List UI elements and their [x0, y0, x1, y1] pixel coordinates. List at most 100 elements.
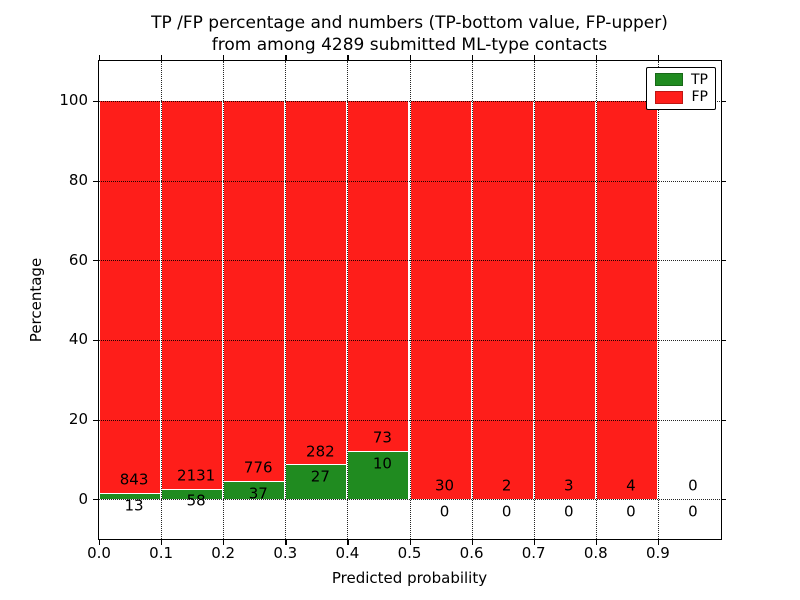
- bar-segment-fp-8: [596, 100, 657, 500]
- x-gridline: [347, 61, 349, 539]
- y-tick-label: 40: [68, 330, 88, 349]
- fp-count-label: 0: [688, 476, 698, 495]
- x-tick: [99, 539, 101, 545]
- y-tick-right: [720, 499, 726, 501]
- legend-item-tp: TP: [647, 72, 715, 88]
- x-gridline: [471, 61, 473, 539]
- x-tick-top: [285, 54, 287, 60]
- x-gridline: [161, 61, 163, 539]
- x-tick: [595, 539, 598, 545]
- bar-segment-tp-0: [100, 493, 161, 500]
- bar-segment-fp-2: [224, 100, 285, 482]
- y-tick-right: [720, 100, 726, 103]
- bar-segment-tp-1: [162, 488, 223, 500]
- x-gridline: [285, 61, 287, 539]
- chart-title-line1: TP /FP percentage and numbers (TP-bottom…: [151, 13, 668, 33]
- x-axis-label: Predicted probability: [331, 569, 488, 587]
- legend-label-tp: TP: [691, 71, 708, 88]
- x-tick: [409, 539, 411, 545]
- x-tick-top: [409, 54, 411, 60]
- chart-title: TP /FP percentage and numbers (TP-bottom…: [99, 12, 720, 56]
- y-tick: [92, 260, 98, 262]
- x-tick-label: 0.7: [521, 544, 546, 562]
- tp-count-label: 58: [186, 491, 206, 510]
- bar-segment-tp-4: [348, 451, 409, 500]
- tp-count-label: 0: [563, 502, 574, 521]
- x-tick-label: 0.1: [149, 544, 174, 562]
- y-tick: [92, 499, 98, 501]
- y-tick-right: [720, 180, 726, 182]
- x-tick-top: [595, 54, 598, 60]
- x-tick: [285, 539, 287, 545]
- bar-segment-fp-5: [410, 100, 471, 500]
- x-tick: [533, 539, 535, 545]
- fp-count-label: 2131: [177, 466, 216, 485]
- x-tick-label: 0.3: [273, 544, 298, 562]
- y-tick: [92, 180, 98, 182]
- x-tick-top: [657, 54, 660, 60]
- bar-segment-fp-3: [286, 100, 347, 465]
- fp-color-swatch: [655, 90, 683, 104]
- x-tick: [223, 539, 225, 545]
- x-gridline: [595, 61, 597, 539]
- y-tick: [92, 100, 98, 103]
- x-tick-label: 0.5: [397, 544, 422, 562]
- y-tick-right: [720, 339, 726, 342]
- x-tick-top: [99, 54, 101, 60]
- bar-segment-fp-0: [100, 100, 161, 494]
- fp-count-label: 30: [435, 476, 455, 495]
- tp-count-label: 37: [248, 484, 268, 503]
- fp-count-label: 282: [306, 442, 335, 461]
- tp-count-label: 27: [310, 467, 330, 486]
- x-tick-top: [471, 54, 473, 60]
- x-tick: [347, 539, 349, 545]
- x-tick: [657, 539, 660, 545]
- y-tick-label: 0: [78, 489, 88, 508]
- x-tick-top: [533, 54, 535, 60]
- bar-segment-fp-4: [348, 100, 409, 452]
- tp-color-swatch: [655, 73, 683, 87]
- tp-count-label: 0: [439, 502, 450, 521]
- tp-count-label: 10: [372, 454, 392, 473]
- bar-segment-fp-7: [534, 100, 595, 500]
- x-tick-label: 0.8: [583, 544, 608, 562]
- x-tick-label: 0.0: [87, 544, 111, 562]
- bar-segment-tp-2: [224, 481, 285, 500]
- x-tick-label: 0.6: [459, 544, 484, 562]
- fp-count-label: 776: [243, 458, 273, 477]
- x-tick-label: 0.4: [335, 544, 360, 562]
- fp-count-label: 843: [119, 470, 149, 489]
- y-tick-label: 60: [68, 250, 88, 269]
- y-axis-label: Percentage: [27, 257, 45, 343]
- x-tick-label: 0.9: [645, 544, 670, 562]
- tp-count-label: 0: [501, 502, 512, 521]
- fp-count-label: 3: [563, 476, 574, 495]
- bar-segment-fp-6: [472, 100, 533, 500]
- fp-count-label: 4: [626, 476, 636, 495]
- tp-count-label: 13: [124, 496, 144, 515]
- y-tick-right: [720, 260, 726, 262]
- y-tick: [92, 419, 98, 421]
- bar-segment-fp-1: [162, 100, 223, 489]
- x-gridline: [223, 61, 225, 539]
- x-tick-top: [347, 54, 349, 60]
- y-tick: [92, 339, 98, 342]
- x-gridline: [409, 61, 411, 539]
- x-tick-top: [161, 54, 163, 60]
- x-gridline: [657, 61, 659, 539]
- tp-count-label: 0: [626, 502, 636, 521]
- fp-count-label: 73: [372, 428, 392, 447]
- tp-count-label: 0: [688, 502, 698, 521]
- x-tick-label: 0.2: [211, 544, 236, 562]
- x-tick: [471, 539, 473, 545]
- y-tick-label: 100: [59, 91, 88, 110]
- bar-segment-tp-3: [286, 464, 347, 500]
- x-gridline: [533, 61, 535, 539]
- legend-label-fp: FP: [691, 89, 709, 106]
- legend-item-fp: FP: [647, 89, 715, 105]
